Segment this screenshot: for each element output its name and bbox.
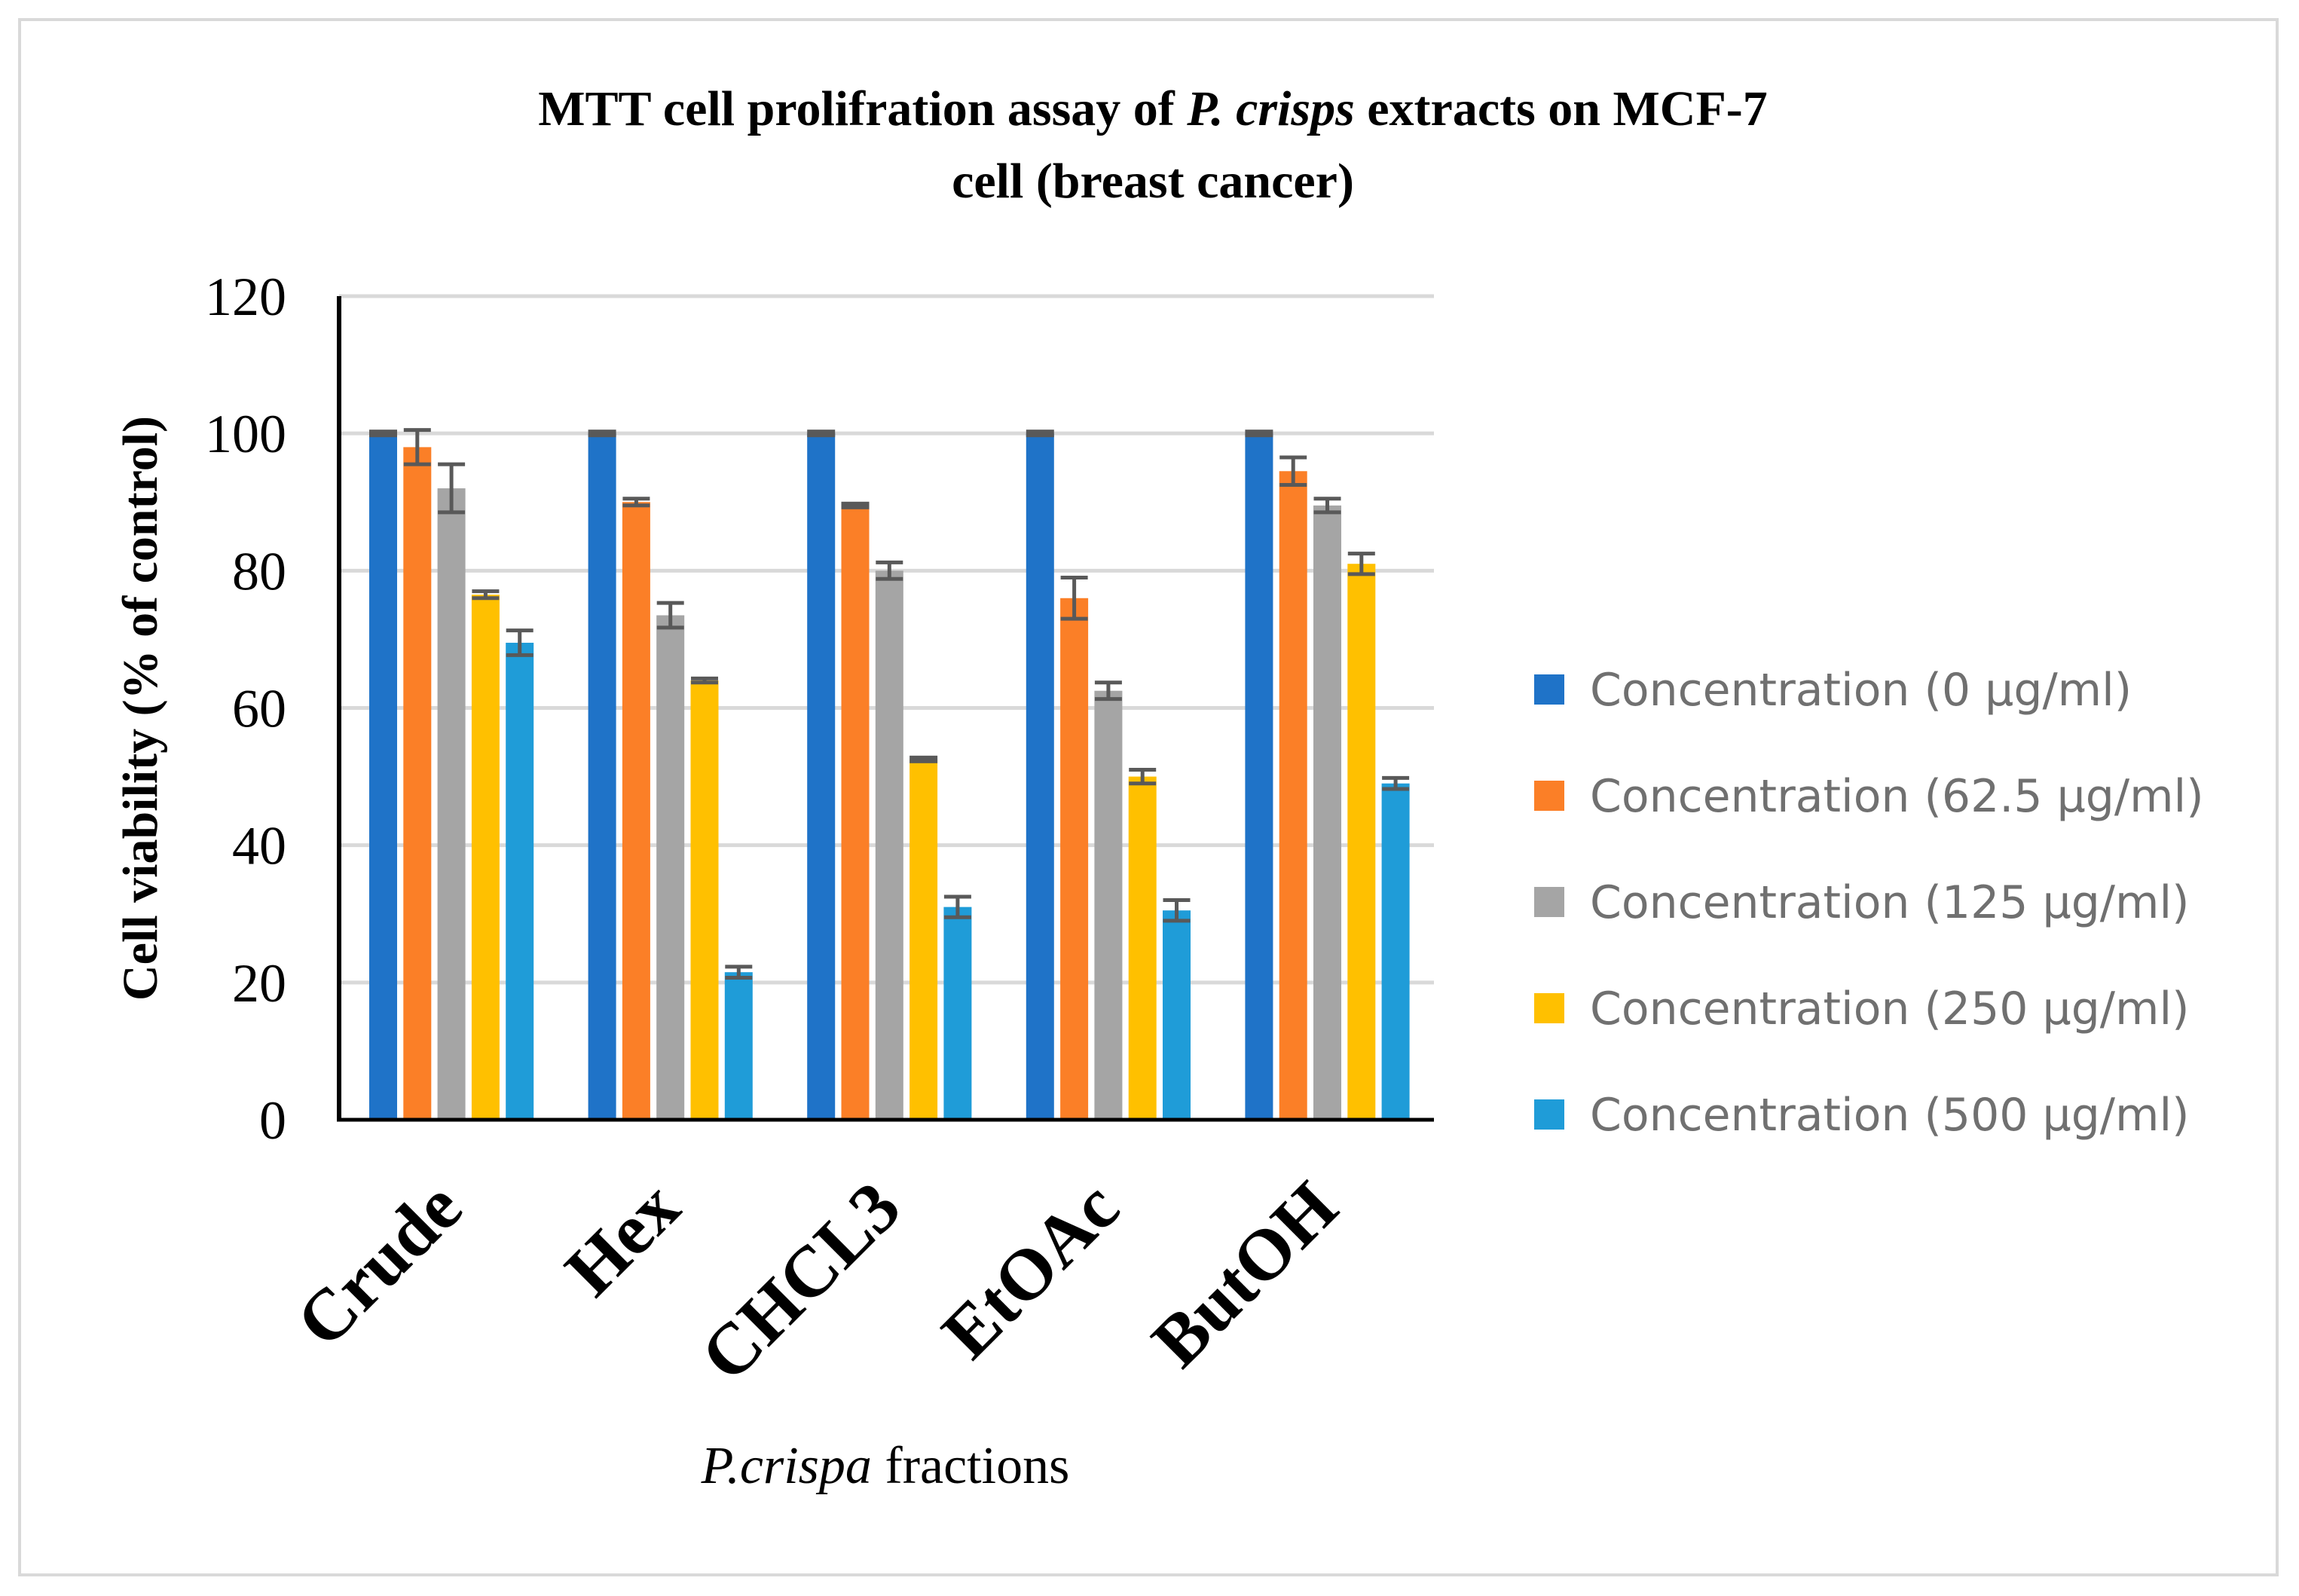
legend-swatch	[1534, 993, 1564, 1023]
error-cap	[1245, 430, 1273, 438]
bar	[690, 680, 719, 1120]
bar	[369, 433, 397, 1120]
x-axis-title-segment: P.crispa	[701, 1437, 872, 1495]
bar	[471, 595, 500, 1120]
y-tick-label: 40	[232, 816, 286, 876]
y-tick-label: 80	[232, 541, 286, 601]
bar	[622, 502, 650, 1120]
x-tick-label: EtOAc	[926, 1166, 1133, 1373]
chart-title-segment: P. crisps	[1186, 81, 1355, 136]
legend-label: Concentration (0 µg/ml)	[1590, 664, 2132, 717]
legend-swatch	[1534, 674, 1564, 705]
x-tick-label: Hex	[549, 1166, 695, 1311]
bar	[1381, 783, 1410, 1120]
bar	[807, 433, 836, 1120]
x-tick-label: Crude	[280, 1166, 476, 1362]
chart-title: MTT cell prolifration assay of P. crisps…	[538, 81, 1768, 136]
error-cap	[841, 501, 870, 509]
error-cap	[588, 430, 616, 438]
bar	[910, 759, 938, 1120]
y-tick-label: 60	[232, 679, 286, 739]
bar	[1347, 564, 1376, 1120]
bar	[1279, 471, 1307, 1120]
chart-title-segment: MTT cell prolifration assay of	[538, 81, 1187, 136]
bar	[1245, 433, 1273, 1120]
x-axis-title: P.crispa fractions	[701, 1437, 1070, 1495]
bar	[437, 488, 466, 1120]
bar	[1313, 505, 1341, 1120]
x-tick-label: CHCL3	[685, 1166, 916, 1396]
legend-label: Concentration (500 µg/ml)	[1590, 1089, 2190, 1142]
error-cap	[807, 430, 836, 438]
bar	[1060, 598, 1089, 1120]
bar	[656, 615, 685, 1120]
bar	[506, 642, 534, 1120]
y-tick-label: 100	[205, 404, 286, 464]
bar	[943, 907, 972, 1120]
error-cap	[910, 755, 938, 763]
legend-swatch	[1534, 887, 1564, 917]
legend: Concentration (0 µg/ml) Concentration (62…	[1534, 664, 2204, 1142]
error-bars	[369, 428, 1410, 980]
error-cap	[369, 430, 397, 438]
y-axis-title: Cell viability (% of control)	[113, 416, 168, 1001]
legend-swatch	[1534, 781, 1564, 811]
bar	[841, 505, 870, 1120]
chart-title-line2: cell (breast cancer)	[952, 154, 1354, 209]
x-axis-title-segment: fractions	[872, 1437, 1069, 1495]
y-tick-label: 0	[259, 1090, 286, 1151]
bar	[1163, 910, 1191, 1120]
bars	[369, 433, 1410, 1120]
legend-label: Concentration (250 µg/ml)	[1590, 983, 2190, 1035]
bar	[1094, 690, 1123, 1120]
legend-label: Concentration (62.5 µg/ml)	[1590, 770, 2204, 823]
y-tick-labels: 0 20 40 60 80 100 120	[205, 267, 286, 1151]
bar	[1026, 433, 1054, 1120]
bar	[1128, 776, 1157, 1120]
bar	[588, 433, 616, 1120]
chart-title-segment: extracts on MCF-7	[1355, 81, 1768, 136]
y-tick-label: 120	[205, 267, 286, 327]
legend-swatch	[1534, 1099, 1564, 1130]
error-cap	[1026, 430, 1054, 438]
axes	[337, 296, 1434, 1122]
bar	[875, 570, 903, 1120]
bar	[403, 447, 432, 1120]
legend-label: Concentration (125 µg/ml)	[1590, 876, 2190, 929]
y-tick-label: 20	[232, 953, 286, 1014]
bar	[724, 972, 753, 1120]
x-tick-label: ButOH	[1136, 1166, 1353, 1382]
